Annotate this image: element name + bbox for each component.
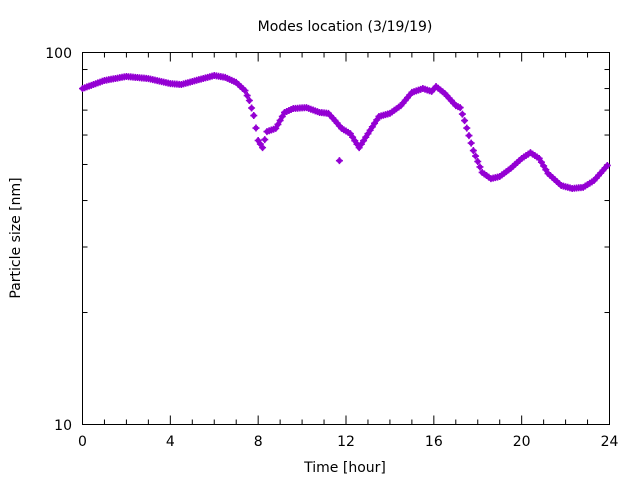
x-tick-label: 16 [425,434,443,450]
data-point [245,96,253,104]
x-tick-label: 12 [337,434,355,450]
y-tick-label-100: 100 [45,46,72,62]
data-point [535,154,543,162]
data-point [276,116,284,124]
x-tick-label: 20 [513,434,531,450]
data-point [243,92,251,100]
data-point [335,157,343,165]
data-point [469,147,477,155]
data-point [476,163,484,171]
data-point [278,112,286,120]
x-axis-label: Time [hour] [303,460,386,476]
data-point [461,117,469,125]
chart-title: Modes location (3/19/19) [258,19,433,35]
data-point [474,157,482,165]
plot-border [82,52,610,425]
y-tick-label-10: 10 [54,418,72,434]
data-point [542,166,550,174]
x-tick-label: 8 [254,434,263,450]
data-point [259,144,267,152]
data-point [603,161,611,169]
data-point [465,132,473,140]
data-points [79,72,611,192]
data-point [456,104,464,112]
y-axis-label: Particle size [nm] [8,177,24,298]
x-tick-label: 4 [166,434,175,450]
data-point [250,112,258,120]
data-point [463,124,471,132]
data-point [272,124,280,132]
data-point [261,136,269,144]
data-point [241,87,249,95]
data-point [274,120,282,128]
data-point [248,104,256,112]
x-tick-label: 24 [601,434,619,450]
data-point [537,158,545,166]
x-tick-label: 0 [78,434,87,450]
data-point [458,110,466,118]
data-point [540,162,548,170]
data-point [467,139,475,147]
data-point [472,152,480,160]
data-point [252,124,260,132]
axis-ticks [82,52,610,425]
